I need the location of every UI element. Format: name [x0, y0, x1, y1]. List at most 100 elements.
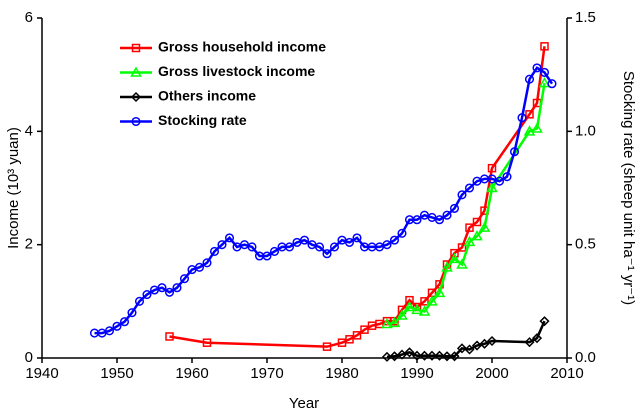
marker [517, 113, 527, 123]
y-tick-label: 4 [25, 122, 33, 139]
series-line [386, 320, 546, 359]
marker [381, 351, 393, 362]
marker [450, 248, 459, 258]
marker [449, 203, 460, 213]
marker [465, 223, 474, 232]
y2-tick-label: 1.0 [575, 122, 596, 139]
x-tick-label: 2010 [550, 365, 583, 382]
x-axis-label: Year [289, 395, 319, 412]
marker [412, 215, 422, 225]
series-line [94, 66, 554, 335]
marker [397, 228, 407, 238]
marker [502, 172, 512, 182]
marker [165, 332, 174, 341]
y-axis-label: Income (10³ yuan) [5, 127, 22, 249]
marker [419, 350, 430, 361]
marker [142, 289, 152, 300]
marker [531, 122, 543, 133]
y-tick-label: 0 [25, 349, 33, 366]
y-tick-label: 6 [25, 9, 33, 26]
x-tick-label: 1980 [325, 365, 358, 382]
marker [487, 163, 497, 173]
marker [382, 240, 392, 250]
marker [478, 221, 491, 232]
marker [389, 351, 400, 362]
y-tick-label: 2 [25, 236, 33, 253]
marker [411, 303, 423, 315]
marker [352, 331, 362, 340]
marker [164, 287, 175, 297]
marker [127, 308, 137, 318]
marker [434, 215, 445, 225]
marker [464, 344, 475, 355]
marker [134, 296, 145, 306]
marker [131, 43, 141, 53]
marker [494, 176, 505, 186]
marker [157, 283, 167, 293]
marker [119, 317, 130, 327]
marker [441, 351, 453, 362]
marker [456, 343, 468, 354]
marker [509, 147, 520, 157]
marker [479, 338, 490, 349]
y2-tick-label: 1.5 [575, 9, 596, 26]
marker [426, 295, 438, 306]
x-tick-label: 1970 [250, 365, 283, 382]
marker [457, 243, 467, 252]
marker [130, 66, 142, 77]
marker [524, 337, 535, 348]
marker [104, 326, 115, 336]
marker [539, 67, 550, 77]
marker [464, 183, 475, 193]
marker [448, 252, 461, 264]
marker [532, 63, 542, 73]
marker [434, 350, 445, 361]
marker [396, 349, 408, 360]
y2-tick-label: 0.0 [575, 349, 596, 366]
marker [262, 251, 272, 261]
marker [209, 246, 220, 257]
legend-text: Others income [158, 88, 256, 104]
marker [403, 300, 416, 312]
marker [442, 210, 452, 220]
x-tick-label: 1950 [100, 365, 133, 382]
marker [224, 233, 235, 243]
marker [418, 305, 431, 316]
marker [463, 235, 476, 247]
marker [130, 91, 142, 103]
marker [322, 342, 332, 351]
marker [539, 316, 550, 327]
marker [194, 262, 205, 272]
marker [441, 261, 453, 272]
marker [329, 242, 340, 252]
marker [388, 316, 401, 328]
marker [523, 125, 536, 136]
x-tick-label: 1990 [400, 365, 433, 382]
marker [420, 297, 429, 306]
marker [172, 283, 182, 293]
marker [538, 77, 551, 88]
marker [547, 79, 557, 89]
marker [404, 347, 415, 358]
marker [322, 249, 332, 259]
marker [471, 230, 483, 241]
x-tick-label: 1940 [25, 365, 58, 382]
marker [531, 333, 543, 344]
marker [396, 309, 408, 320]
marker [202, 338, 212, 347]
marker [352, 233, 362, 243]
y2-axis-label: Stocking rate (sheep unit ha⁻¹ yr⁻¹) [620, 71, 637, 305]
marker [131, 116, 141, 127]
marker [381, 317, 393, 329]
marker [411, 350, 423, 361]
x-tick-label: 2000 [475, 365, 508, 382]
marker [471, 340, 483, 351]
legend-text: Gross household income [158, 39, 326, 55]
marker [299, 235, 310, 245]
marker [456, 258, 468, 269]
marker [457, 190, 467, 200]
marker [314, 242, 325, 252]
marker [472, 217, 482, 227]
marker [247, 242, 257, 252]
